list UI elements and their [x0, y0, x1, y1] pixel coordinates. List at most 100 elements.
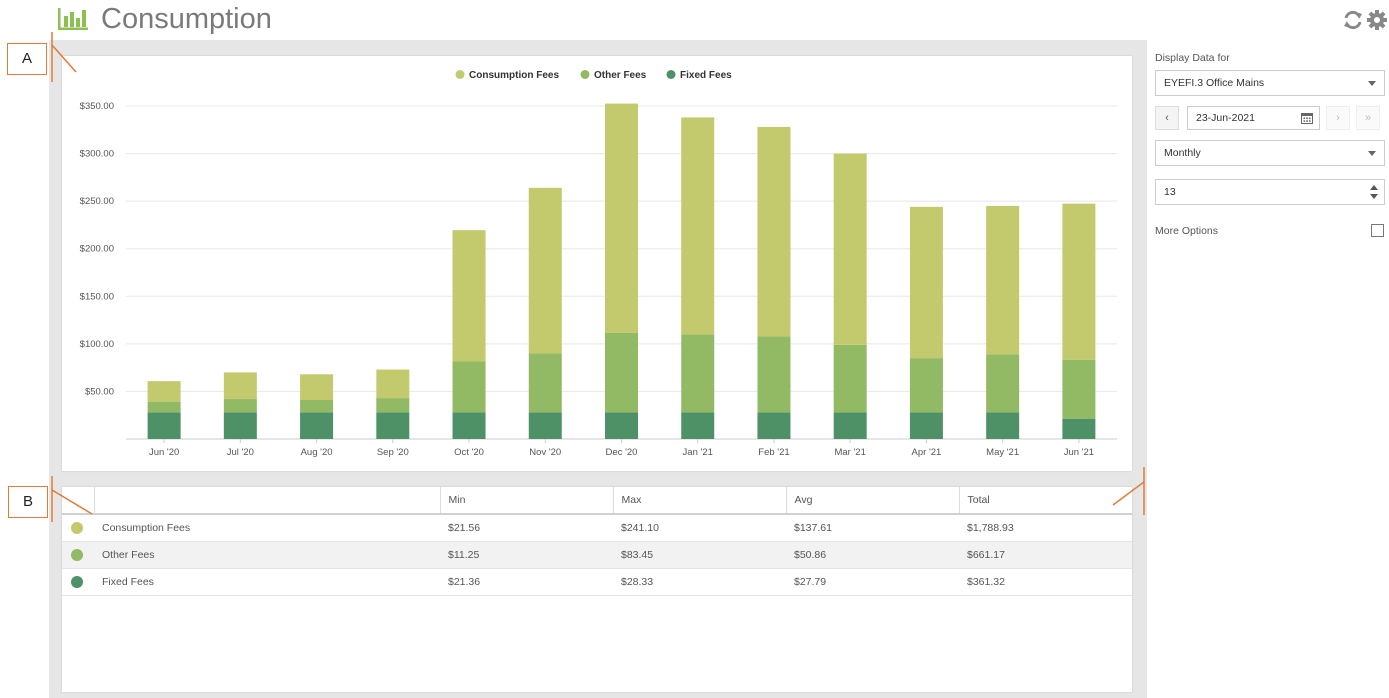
annotation-b: B	[8, 486, 48, 518]
prev-date-button[interactable]: ‹	[1155, 106, 1179, 130]
bar-segment	[376, 398, 410, 413]
bar-segment	[833, 153, 867, 345]
avg-value: $50.86	[786, 541, 959, 569]
y-tick-label: $50.00	[85, 386, 114, 397]
bar-segment	[605, 103, 638, 333]
bar-segment	[147, 381, 181, 402]
interval-select[interactable]: Monthly	[1155, 140, 1385, 166]
summary-table-panel: Min Max Avg Total Consumption Fees $21.5…	[62, 487, 1132, 692]
avg-value: $137.61	[786, 514, 959, 542]
legend-label: Other Fees	[594, 70, 647, 81]
x-tick-label: Nov '20	[529, 447, 561, 458]
bar-chart-icon	[58, 8, 88, 30]
x-tick-label: Feb '21	[758, 447, 789, 458]
total-column-header[interactable]: Total	[959, 487, 1132, 515]
bar-segment	[909, 206, 943, 359]
x-tick-label: Sep '20	[377, 447, 409, 458]
series-name: Fixed Fees	[94, 568, 440, 596]
period-count-input[interactable]: 13	[1155, 179, 1385, 205]
bar-segment	[681, 412, 715, 439]
x-tick-label: Aug '20	[301, 447, 333, 458]
bar-segment	[833, 412, 867, 439]
legend-marker	[580, 70, 590, 79]
x-tick-label: May '21	[986, 447, 1019, 458]
page-header: Consumption	[0, 0, 1389, 40]
bar-segment	[452, 230, 486, 362]
color-column-header	[62, 487, 95, 515]
bar-segment	[757, 412, 791, 439]
gear-icon[interactable]	[1366, 9, 1388, 31]
bar-segment	[1062, 203, 1096, 360]
bar-segment	[1062, 359, 1096, 419]
x-tick-label: Jun '21	[1064, 447, 1094, 458]
avg-column-header[interactable]: Avg	[786, 487, 960, 515]
period-count-value: 13	[1164, 186, 1176, 198]
max-value: $241.10	[613, 514, 786, 542]
table-header-row: Min Max Avg Total	[62, 487, 1132, 515]
y-tick-label: $300.00	[80, 149, 114, 160]
x-tick-label: Jun '20	[149, 447, 179, 458]
bar-segment	[452, 361, 486, 413]
total-value: $361.32	[959, 568, 1132, 596]
y-tick-label: $200.00	[80, 244, 114, 255]
name-column-header	[94, 487, 441, 515]
max-value: $28.33	[613, 568, 786, 596]
last-date-button[interactable]: »	[1356, 106, 1380, 130]
bar-segment	[757, 336, 791, 413]
x-tick-label: Jul '20	[227, 447, 254, 458]
avg-value: $27.79	[786, 568, 959, 596]
min-value: $21.56	[440, 514, 613, 542]
bar-segment	[986, 412, 1020, 439]
date-value: 23-Jun-2021	[1196, 112, 1255, 124]
bar-segment	[376, 369, 410, 399]
legend-marker	[455, 70, 465, 79]
bar-segment	[528, 412, 562, 439]
y-tick-label: $150.00	[80, 291, 114, 302]
meter-select[interactable]: EYEFI.3 Office Mains	[1155, 70, 1385, 96]
series-name: Consumption Fees	[94, 514, 440, 542]
bar-segment	[986, 354, 1020, 413]
bar-segment	[223, 399, 257, 413]
meter-select-value: EYEFI.3 Office Mains	[1164, 77, 1265, 89]
legend-label: Fixed Fees	[680, 70, 732, 81]
display-data-label: Display Data for	[1155, 52, 1230, 64]
bar-segment	[909, 412, 943, 439]
max-value: $83.45	[613, 541, 786, 569]
table-row[interactable]: Fixed Fees $21.36 $28.33 $27.79 $361.32	[62, 568, 1132, 596]
next-date-button[interactable]: ›	[1326, 106, 1350, 130]
bar-segment	[147, 412, 181, 439]
table-row[interactable]: Consumption Fees $21.56 $241.10 $137.61 …	[62, 514, 1132, 542]
more-options-label: More Options	[1155, 225, 1219, 237]
interval-select-value: Monthly	[1164, 147, 1201, 159]
y-tick-label: $350.00	[80, 101, 114, 112]
legend-label: Consumption Fees	[469, 70, 559, 81]
x-tick-label: Oct '20	[454, 447, 484, 458]
x-tick-label: Mar '21	[834, 447, 865, 458]
summary-table: Min Max Avg Total Consumption Fees $21.5…	[62, 487, 1132, 596]
bar-segment	[300, 399, 334, 413]
bar-segment	[528, 353, 562, 413]
more-options-checkbox[interactable]	[1371, 224, 1384, 237]
chart-panel: $50.00 $100.00 $150.00 $200.00 $250.00 $300.0…	[62, 56, 1132, 471]
max-column-header[interactable]: Max	[613, 487, 787, 515]
min-value: $21.36	[440, 568, 613, 596]
bar-segment	[300, 412, 334, 439]
y-tick-label: $100.00	[80, 339, 114, 350]
refresh-icon[interactable]	[1342, 9, 1364, 31]
page-title: Consumption	[101, 3, 272, 35]
calendar-icon[interactable]	[1301, 112, 1313, 124]
min-column-header[interactable]: Min	[440, 487, 614, 515]
x-tick-label: Jan '21	[683, 447, 713, 458]
series-color-dot	[71, 575, 83, 588]
bar-segment	[300, 374, 334, 400]
x-tick-label: Apr '21	[912, 447, 942, 458]
table-row[interactable]: Other Fees $11.25 $83.45 $50.86 $661.17	[62, 541, 1132, 569]
bar-segment	[452, 412, 486, 439]
chevron-down-icon	[1368, 151, 1376, 156]
filter-panel: Display Data for EYEFI.3 Office Mains ‹ …	[1147, 40, 1389, 698]
series-color-dot	[71, 548, 83, 561]
bar-segment	[528, 187, 562, 354]
stepper-arrows-icon[interactable]	[1370, 184, 1378, 200]
date-input[interactable]: 23-Jun-2021	[1187, 106, 1320, 130]
